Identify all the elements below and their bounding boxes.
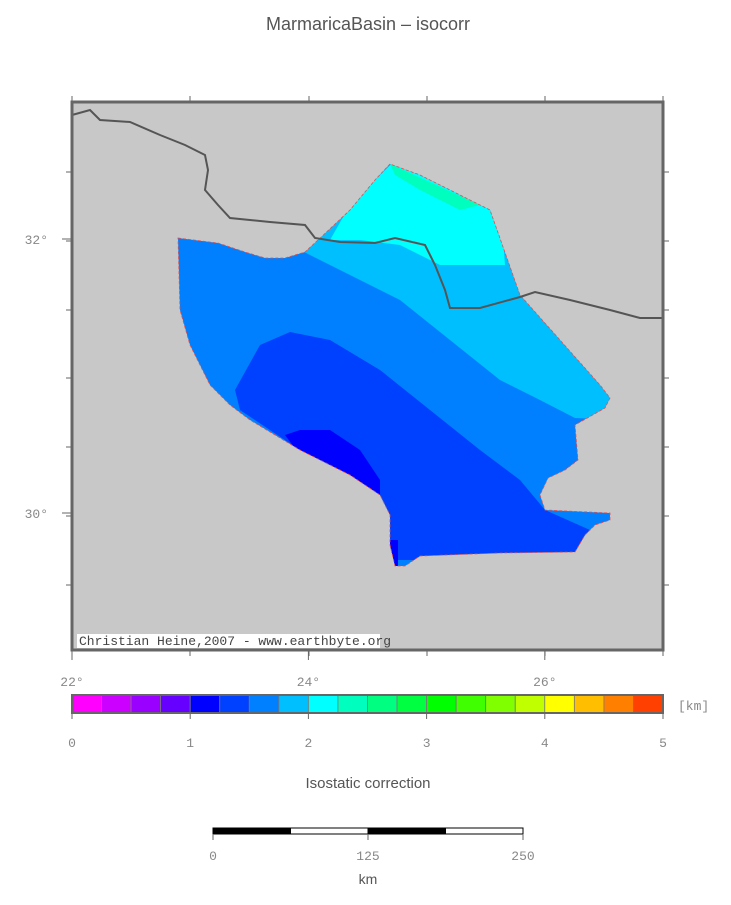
credit-box [77,634,380,648]
scalebar-tick-label: 125 [356,849,379,864]
color-swatch [396,694,427,714]
color-swatch [101,694,132,714]
colorbar-tick-label: 5 [659,736,667,751]
color-swatch [633,694,664,714]
y-tick-label: 30° [25,507,48,522]
color-swatch [426,694,457,714]
colorbar-title: Isostatic correction [305,775,430,792]
color-swatch [544,694,575,714]
scalebar-segment [290,827,369,835]
basin-outline [177,163,611,567]
colorbar-tick-label: 1 [186,736,194,751]
band [390,164,480,210]
colorbar-tick-label: 4 [541,736,549,751]
color-swatch [573,694,605,714]
color-swatch [160,694,191,714]
scalebar-unit: km [359,871,378,887]
scalebar-segment [212,827,291,835]
color-swatch [71,694,102,714]
color-swatch [603,694,634,714]
scalebar-tick-label: 0 [209,849,217,864]
colorbar-tick-label: 3 [423,736,431,751]
color-swatch [219,694,250,714]
x-tick-label: 26° [533,675,556,690]
colorbar-unit: [km] [678,699,709,714]
y-tick-label: 32° [25,233,48,248]
map-frame [70,100,665,652]
x-tick-label: 24° [297,675,320,690]
credit: Christian Heine,2007 - www.earthbyte.org [79,634,391,649]
band [235,332,590,560]
color-swatch [248,694,280,714]
color-swatch [485,694,516,714]
color-swatch [189,694,221,714]
color-swatch [455,694,487,714]
colorbar-tick-label: 2 [304,736,312,751]
colorbar-tick-label: 0 [68,736,76,751]
color-swatch [307,694,339,714]
band [388,540,398,566]
title: MarmaricaBasin – isocorr [266,14,470,34]
color-swatch [367,694,398,714]
band [300,200,610,420]
scalebar-tick-label: 250 [511,849,534,864]
coastline [71,108,663,319]
color-swatch [514,694,546,714]
x-tick-label: 22° [60,675,83,690]
scalebar-segment [445,827,524,835]
color-swatch [337,694,368,714]
color-swatch [278,694,309,714]
scalebar-segment [367,827,446,835]
color-swatch [130,694,162,714]
colorbar-frame [71,694,664,714]
